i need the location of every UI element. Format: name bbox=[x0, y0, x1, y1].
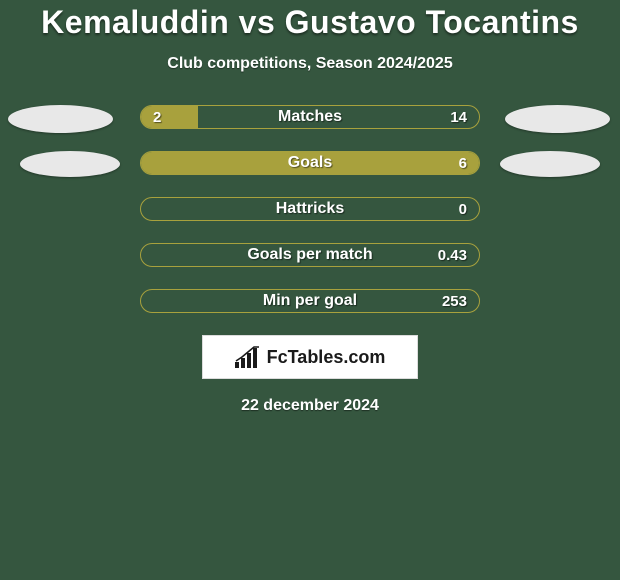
date-label: 22 december 2024 bbox=[0, 397, 620, 415]
brand-box: FcTables.com bbox=[202, 335, 418, 379]
stat-bar-track: Hattricks0 bbox=[140, 197, 480, 221]
stat-label: Hattricks bbox=[141, 198, 479, 220]
stat-bar-track: Goals per match0.43 bbox=[140, 243, 480, 267]
stat-bar-fill bbox=[141, 152, 479, 174]
stat-right-value: 14 bbox=[450, 106, 467, 128]
stat-row: 2Matches14 bbox=[0, 105, 620, 129]
page-title: Kemaluddin vs Gustavo Tocantins bbox=[0, 4, 620, 41]
stat-bar-track: 2Matches14 bbox=[140, 105, 480, 129]
stat-row: Hattricks0 bbox=[0, 197, 620, 221]
stat-rows: 2Matches14 Goals6 Hattricks0 Goals per matc… bbox=[0, 105, 620, 313]
player-right-ellipse bbox=[500, 151, 600, 177]
stat-label: Min per goal bbox=[141, 290, 479, 312]
stat-label: Goals per match bbox=[141, 244, 479, 266]
player-right-ellipse bbox=[505, 105, 610, 133]
stat-right-value: 0.43 bbox=[438, 244, 467, 266]
stat-row: Goals6 bbox=[0, 151, 620, 175]
stat-row: Goals per match0.43 bbox=[0, 243, 620, 267]
stat-right-value: 0 bbox=[459, 198, 467, 220]
stat-right-value: 253 bbox=[442, 290, 467, 312]
player-left-ellipse bbox=[20, 151, 120, 177]
stat-bar-track: Goals6 bbox=[140, 151, 480, 175]
stat-bar-fill bbox=[141, 106, 198, 128]
bars-signal-icon bbox=[235, 346, 261, 368]
stat-bar-track: Min per goal253 bbox=[140, 289, 480, 313]
stat-row: Min per goal253 bbox=[0, 289, 620, 313]
subtitle: Club competitions, Season 2024/2025 bbox=[0, 55, 620, 73]
brand-text: FcTables.com bbox=[267, 347, 386, 368]
player-left-ellipse bbox=[8, 105, 113, 133]
infographic-root: Kemaluddin vs Gustavo Tocantins Club com… bbox=[0, 0, 620, 415]
brand-inner: FcTables.com bbox=[235, 346, 386, 368]
